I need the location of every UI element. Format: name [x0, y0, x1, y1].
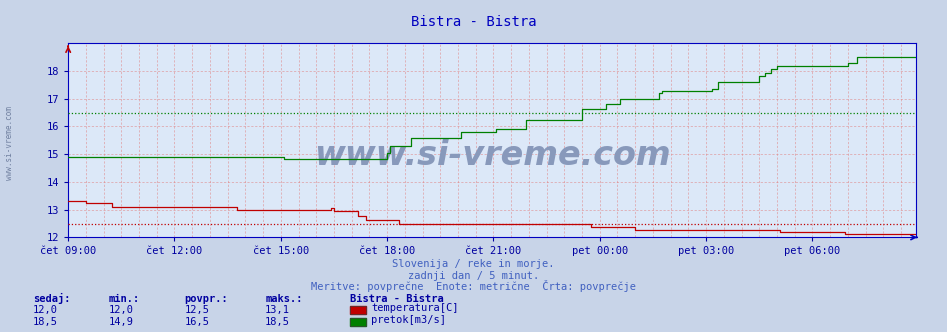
Text: zadnji dan / 5 minut.: zadnji dan / 5 minut. — [408, 271, 539, 281]
Text: 14,9: 14,9 — [109, 317, 134, 327]
Text: min.:: min.: — [109, 294, 140, 304]
Text: 13,1: 13,1 — [265, 305, 290, 315]
Text: 16,5: 16,5 — [185, 317, 209, 327]
Text: Meritve: povprečne  Enote: metrične  Črta: povprečje: Meritve: povprečne Enote: metrične Črta:… — [311, 281, 636, 292]
Text: pretok[m3/s]: pretok[m3/s] — [371, 315, 446, 325]
Text: www.si-vreme.com: www.si-vreme.com — [313, 139, 670, 172]
Text: Bistra - Bistra: Bistra - Bistra — [350, 294, 444, 304]
Text: Bistra - Bistra: Bistra - Bistra — [411, 15, 536, 29]
Text: temperatura[C]: temperatura[C] — [371, 303, 458, 313]
Text: 12,0: 12,0 — [109, 305, 134, 315]
Text: Slovenija / reke in morje.: Slovenija / reke in morje. — [392, 259, 555, 269]
Text: 18,5: 18,5 — [265, 317, 290, 327]
Text: www.si-vreme.com: www.si-vreme.com — [5, 106, 14, 180]
Text: sedaj:: sedaj: — [33, 293, 71, 304]
Text: maks.:: maks.: — [265, 294, 303, 304]
Text: 12,0: 12,0 — [33, 305, 58, 315]
Text: 12,5: 12,5 — [185, 305, 209, 315]
Text: povpr.:: povpr.: — [185, 294, 228, 304]
Text: 18,5: 18,5 — [33, 317, 58, 327]
